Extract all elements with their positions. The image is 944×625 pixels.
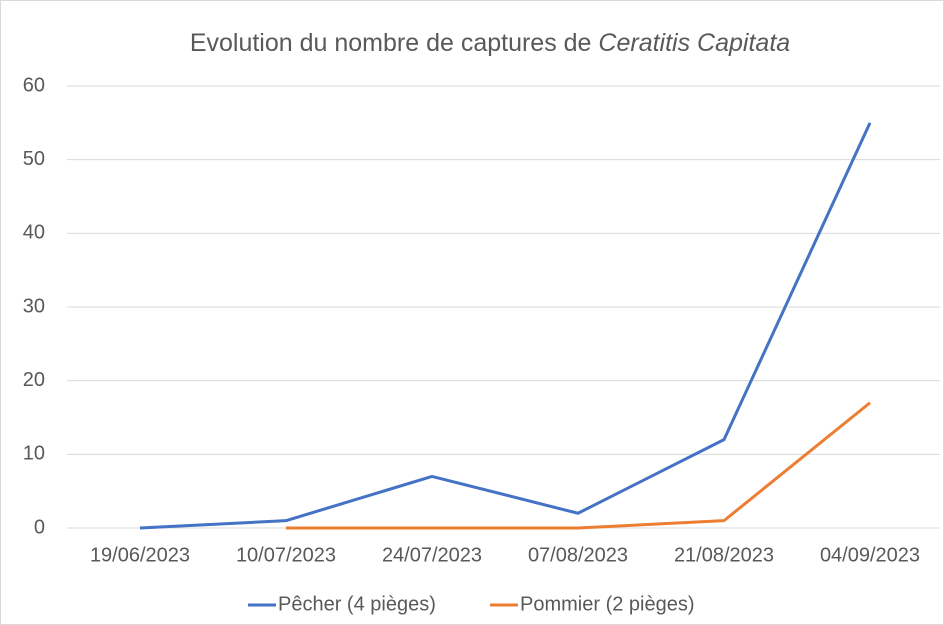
- chart-title: Evolution du nombre de captures de Cerat…: [190, 29, 790, 57]
- y-tick-label: 10: [23, 443, 45, 465]
- x-tick-label: 07/08/2023: [528, 544, 628, 566]
- x-tick-label: 19/06/2023: [90, 544, 190, 566]
- y-tick-label: 50: [23, 148, 45, 170]
- y-tick-label: 30: [23, 295, 45, 317]
- series-line: [139, 122, 872, 530]
- x-tick-label: 04/09/2023: [820, 544, 920, 566]
- y-tick-label: 20: [23, 369, 45, 391]
- title-italic: Ceratitis Capitata: [598, 29, 790, 57]
- y-tick-label: 60: [23, 74, 45, 96]
- x-tick-label: 24/07/2023: [382, 544, 482, 566]
- legend-label: Pommier (2 pièges): [520, 593, 695, 615]
- title-main: Evolution du nombre de captures de: [190, 29, 592, 57]
- x-tick-label: 21/08/2023: [674, 544, 774, 566]
- legend-label: Pêcher (4 pièges): [278, 593, 436, 615]
- y-tick-label: 0: [34, 516, 45, 538]
- x-tick-label: 10/07/2023: [236, 544, 336, 566]
- series-line: [286, 401, 871, 530]
- y-tick-label: 40: [23, 222, 45, 244]
